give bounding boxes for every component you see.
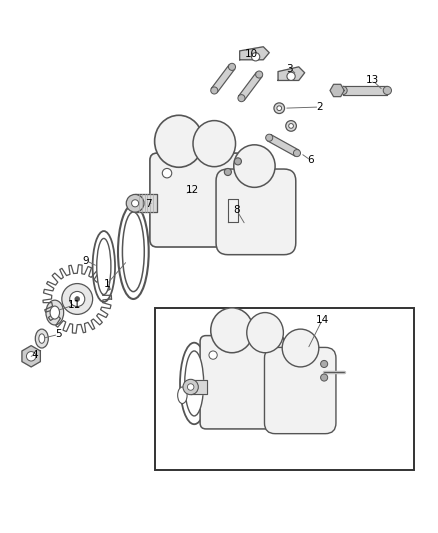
Circle shape bbox=[26, 352, 36, 361]
FancyBboxPatch shape bbox=[265, 348, 336, 434]
Circle shape bbox=[266, 134, 273, 141]
Ellipse shape bbox=[274, 103, 285, 114]
Polygon shape bbox=[43, 265, 112, 333]
Polygon shape bbox=[212, 64, 235, 93]
Circle shape bbox=[126, 195, 144, 212]
Ellipse shape bbox=[234, 145, 275, 187]
Ellipse shape bbox=[50, 306, 60, 319]
Ellipse shape bbox=[178, 387, 187, 403]
Text: 7: 7 bbox=[145, 199, 152, 209]
Circle shape bbox=[131, 200, 139, 207]
Ellipse shape bbox=[193, 120, 236, 167]
Circle shape bbox=[75, 297, 80, 301]
Ellipse shape bbox=[185, 351, 204, 416]
Ellipse shape bbox=[180, 343, 208, 424]
Text: 14: 14 bbox=[316, 314, 329, 325]
Text: 5: 5 bbox=[55, 329, 62, 340]
Polygon shape bbox=[240, 47, 269, 60]
Circle shape bbox=[234, 158, 241, 165]
Circle shape bbox=[209, 351, 217, 359]
Text: 13: 13 bbox=[366, 76, 379, 85]
Circle shape bbox=[187, 384, 194, 390]
Text: 8: 8 bbox=[233, 205, 240, 215]
Text: 9: 9 bbox=[83, 256, 89, 265]
Polygon shape bbox=[278, 67, 305, 80]
Ellipse shape bbox=[123, 212, 144, 292]
Circle shape bbox=[287, 72, 295, 80]
Text: 4: 4 bbox=[32, 350, 38, 360]
Circle shape bbox=[183, 379, 198, 394]
Polygon shape bbox=[268, 135, 299, 156]
Text: 2: 2 bbox=[316, 102, 323, 112]
Circle shape bbox=[251, 53, 260, 61]
Circle shape bbox=[339, 86, 347, 95]
Bar bbox=[155, 308, 414, 470]
Ellipse shape bbox=[286, 120, 297, 131]
Polygon shape bbox=[228, 199, 238, 222]
Circle shape bbox=[162, 168, 172, 178]
Polygon shape bbox=[22, 346, 40, 367]
FancyBboxPatch shape bbox=[150, 153, 244, 247]
Circle shape bbox=[383, 86, 392, 95]
Ellipse shape bbox=[46, 300, 64, 325]
Ellipse shape bbox=[118, 205, 149, 299]
Polygon shape bbox=[191, 380, 207, 394]
Ellipse shape bbox=[97, 238, 111, 295]
Polygon shape bbox=[135, 195, 157, 212]
Text: 10: 10 bbox=[245, 49, 258, 59]
Ellipse shape bbox=[39, 334, 45, 343]
Text: 6: 6 bbox=[307, 155, 314, 165]
Circle shape bbox=[321, 374, 328, 381]
Text: 1: 1 bbox=[103, 279, 110, 289]
Circle shape bbox=[321, 360, 328, 368]
Ellipse shape bbox=[247, 312, 283, 353]
Ellipse shape bbox=[35, 329, 48, 348]
Polygon shape bbox=[343, 86, 387, 95]
Circle shape bbox=[256, 71, 263, 78]
Polygon shape bbox=[330, 84, 344, 96]
Ellipse shape bbox=[277, 106, 282, 110]
Circle shape bbox=[211, 87, 218, 94]
Text: 12: 12 bbox=[186, 185, 199, 195]
FancyBboxPatch shape bbox=[200, 336, 284, 429]
Circle shape bbox=[238, 95, 245, 102]
Text: 3: 3 bbox=[286, 63, 293, 74]
Circle shape bbox=[229, 63, 236, 70]
Ellipse shape bbox=[92, 231, 115, 302]
Polygon shape bbox=[239, 72, 262, 100]
Circle shape bbox=[224, 168, 231, 175]
FancyBboxPatch shape bbox=[216, 169, 296, 255]
Text: 11: 11 bbox=[67, 300, 81, 310]
Ellipse shape bbox=[211, 308, 253, 353]
Ellipse shape bbox=[289, 124, 293, 128]
Circle shape bbox=[293, 150, 300, 157]
Circle shape bbox=[62, 284, 93, 314]
Ellipse shape bbox=[155, 115, 203, 167]
Circle shape bbox=[70, 292, 85, 306]
Ellipse shape bbox=[282, 329, 319, 367]
